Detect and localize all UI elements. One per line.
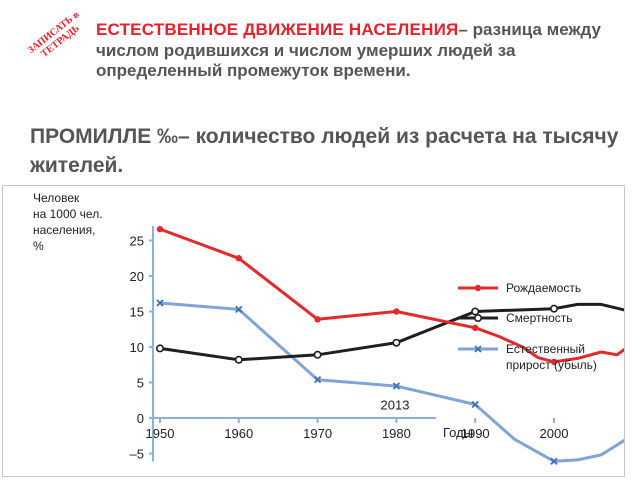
data-point xyxy=(234,355,243,364)
series-line-1 xyxy=(158,302,624,362)
y-tick-label: 5 xyxy=(137,376,144,391)
x-tick-label: 2000 xyxy=(540,426,569,441)
data-point xyxy=(313,350,322,359)
y-tick-label: 15 xyxy=(130,305,144,320)
y-axis-label-line: на 1000 чел. xyxy=(33,207,103,221)
y-tick-label: 10 xyxy=(130,340,144,355)
x-tick-label: 1970 xyxy=(303,426,332,441)
x-tick-label: 1990 xyxy=(461,426,490,441)
data-point xyxy=(393,308,400,315)
stamp-note: ЗАПИСАТЬ в ТЕТРАДЬ xyxy=(16,2,97,72)
legend-label-line: Естественный xyxy=(506,342,585,356)
series-line-0 xyxy=(158,227,624,364)
chart-frame: Человек на 1000 чел. населения,% 25 20 15 10 5 0… xyxy=(2,185,625,477)
data-point xyxy=(156,344,165,353)
legend-marker xyxy=(474,345,482,353)
y-axis-label-line: населения, xyxy=(33,223,95,237)
definition-text: – разница между числом родившихся и числ… xyxy=(96,20,601,80)
data-point xyxy=(549,304,558,313)
x-tick-label: 1950 xyxy=(146,426,175,441)
data-point xyxy=(156,225,164,233)
promille-definition: ПРОМИЛЛЕ ‰– количество людей из расчета … xyxy=(30,125,619,177)
data-point xyxy=(235,255,242,262)
legend-marker xyxy=(474,284,482,292)
y-tick-label: –5 xyxy=(130,447,144,462)
data-point xyxy=(472,324,479,332)
legend-label: Смертность xyxy=(506,311,573,325)
data-point xyxy=(392,338,401,347)
legend-label-line: прирост (убыль) xyxy=(506,358,597,372)
population-chart: Человек на 1000 чел. населения,% 25 20 15 10 5 0… xyxy=(33,191,624,465)
y-tick-label: 25 xyxy=(130,234,144,249)
data-point xyxy=(313,376,322,384)
x-tick-label: 1960 xyxy=(224,426,253,441)
data-point xyxy=(235,305,243,314)
year-annotation: 2013 xyxy=(381,397,410,412)
y-axis-label-line: Человек xyxy=(33,191,80,205)
legend-label: Рождаемость xyxy=(506,281,581,295)
legend-marker xyxy=(473,314,482,323)
data-point xyxy=(550,457,558,465)
data-point xyxy=(392,382,401,390)
x-tick-label: 1980 xyxy=(382,426,411,441)
definition: ЕСТЕСТВЕННОЕ ДВИЖЕНИЕ НАСЕЛЕНИЯ– разница… xyxy=(96,20,632,82)
data-point xyxy=(471,400,479,409)
y-tick-label: 20 xyxy=(130,269,144,284)
data-point xyxy=(471,307,480,316)
y-axis-label-line: % xyxy=(33,239,44,253)
y-tick-label: 0 xyxy=(137,411,144,426)
data-point xyxy=(550,358,558,366)
definition-term: ЕСТЕСТВЕННОЕ ДВИЖЕНИЕ НАСЕЛЕНИЯ xyxy=(96,20,459,39)
x-axis-title: Годы xyxy=(443,425,473,440)
data-point xyxy=(156,299,164,307)
data-point xyxy=(314,316,321,323)
